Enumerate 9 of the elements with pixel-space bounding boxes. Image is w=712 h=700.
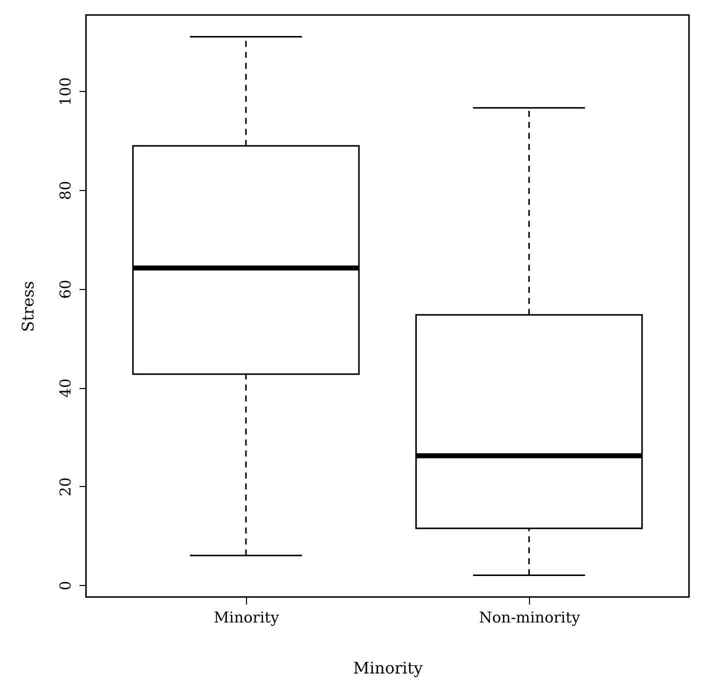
- y-tick-label: 20: [56, 477, 74, 496]
- y-tick-label: 100: [56, 77, 74, 106]
- x-axis-title: Minority: [353, 658, 423, 678]
- y-tick-label: 40: [56, 378, 74, 398]
- y-tick-label: 0: [56, 580, 74, 590]
- y-axis-title: Stress: [18, 281, 38, 332]
- x-tick-label: Non-minority: [479, 608, 581, 626]
- y-tick-label: 60: [56, 280, 74, 299]
- y-tick-label: 80: [56, 180, 74, 200]
